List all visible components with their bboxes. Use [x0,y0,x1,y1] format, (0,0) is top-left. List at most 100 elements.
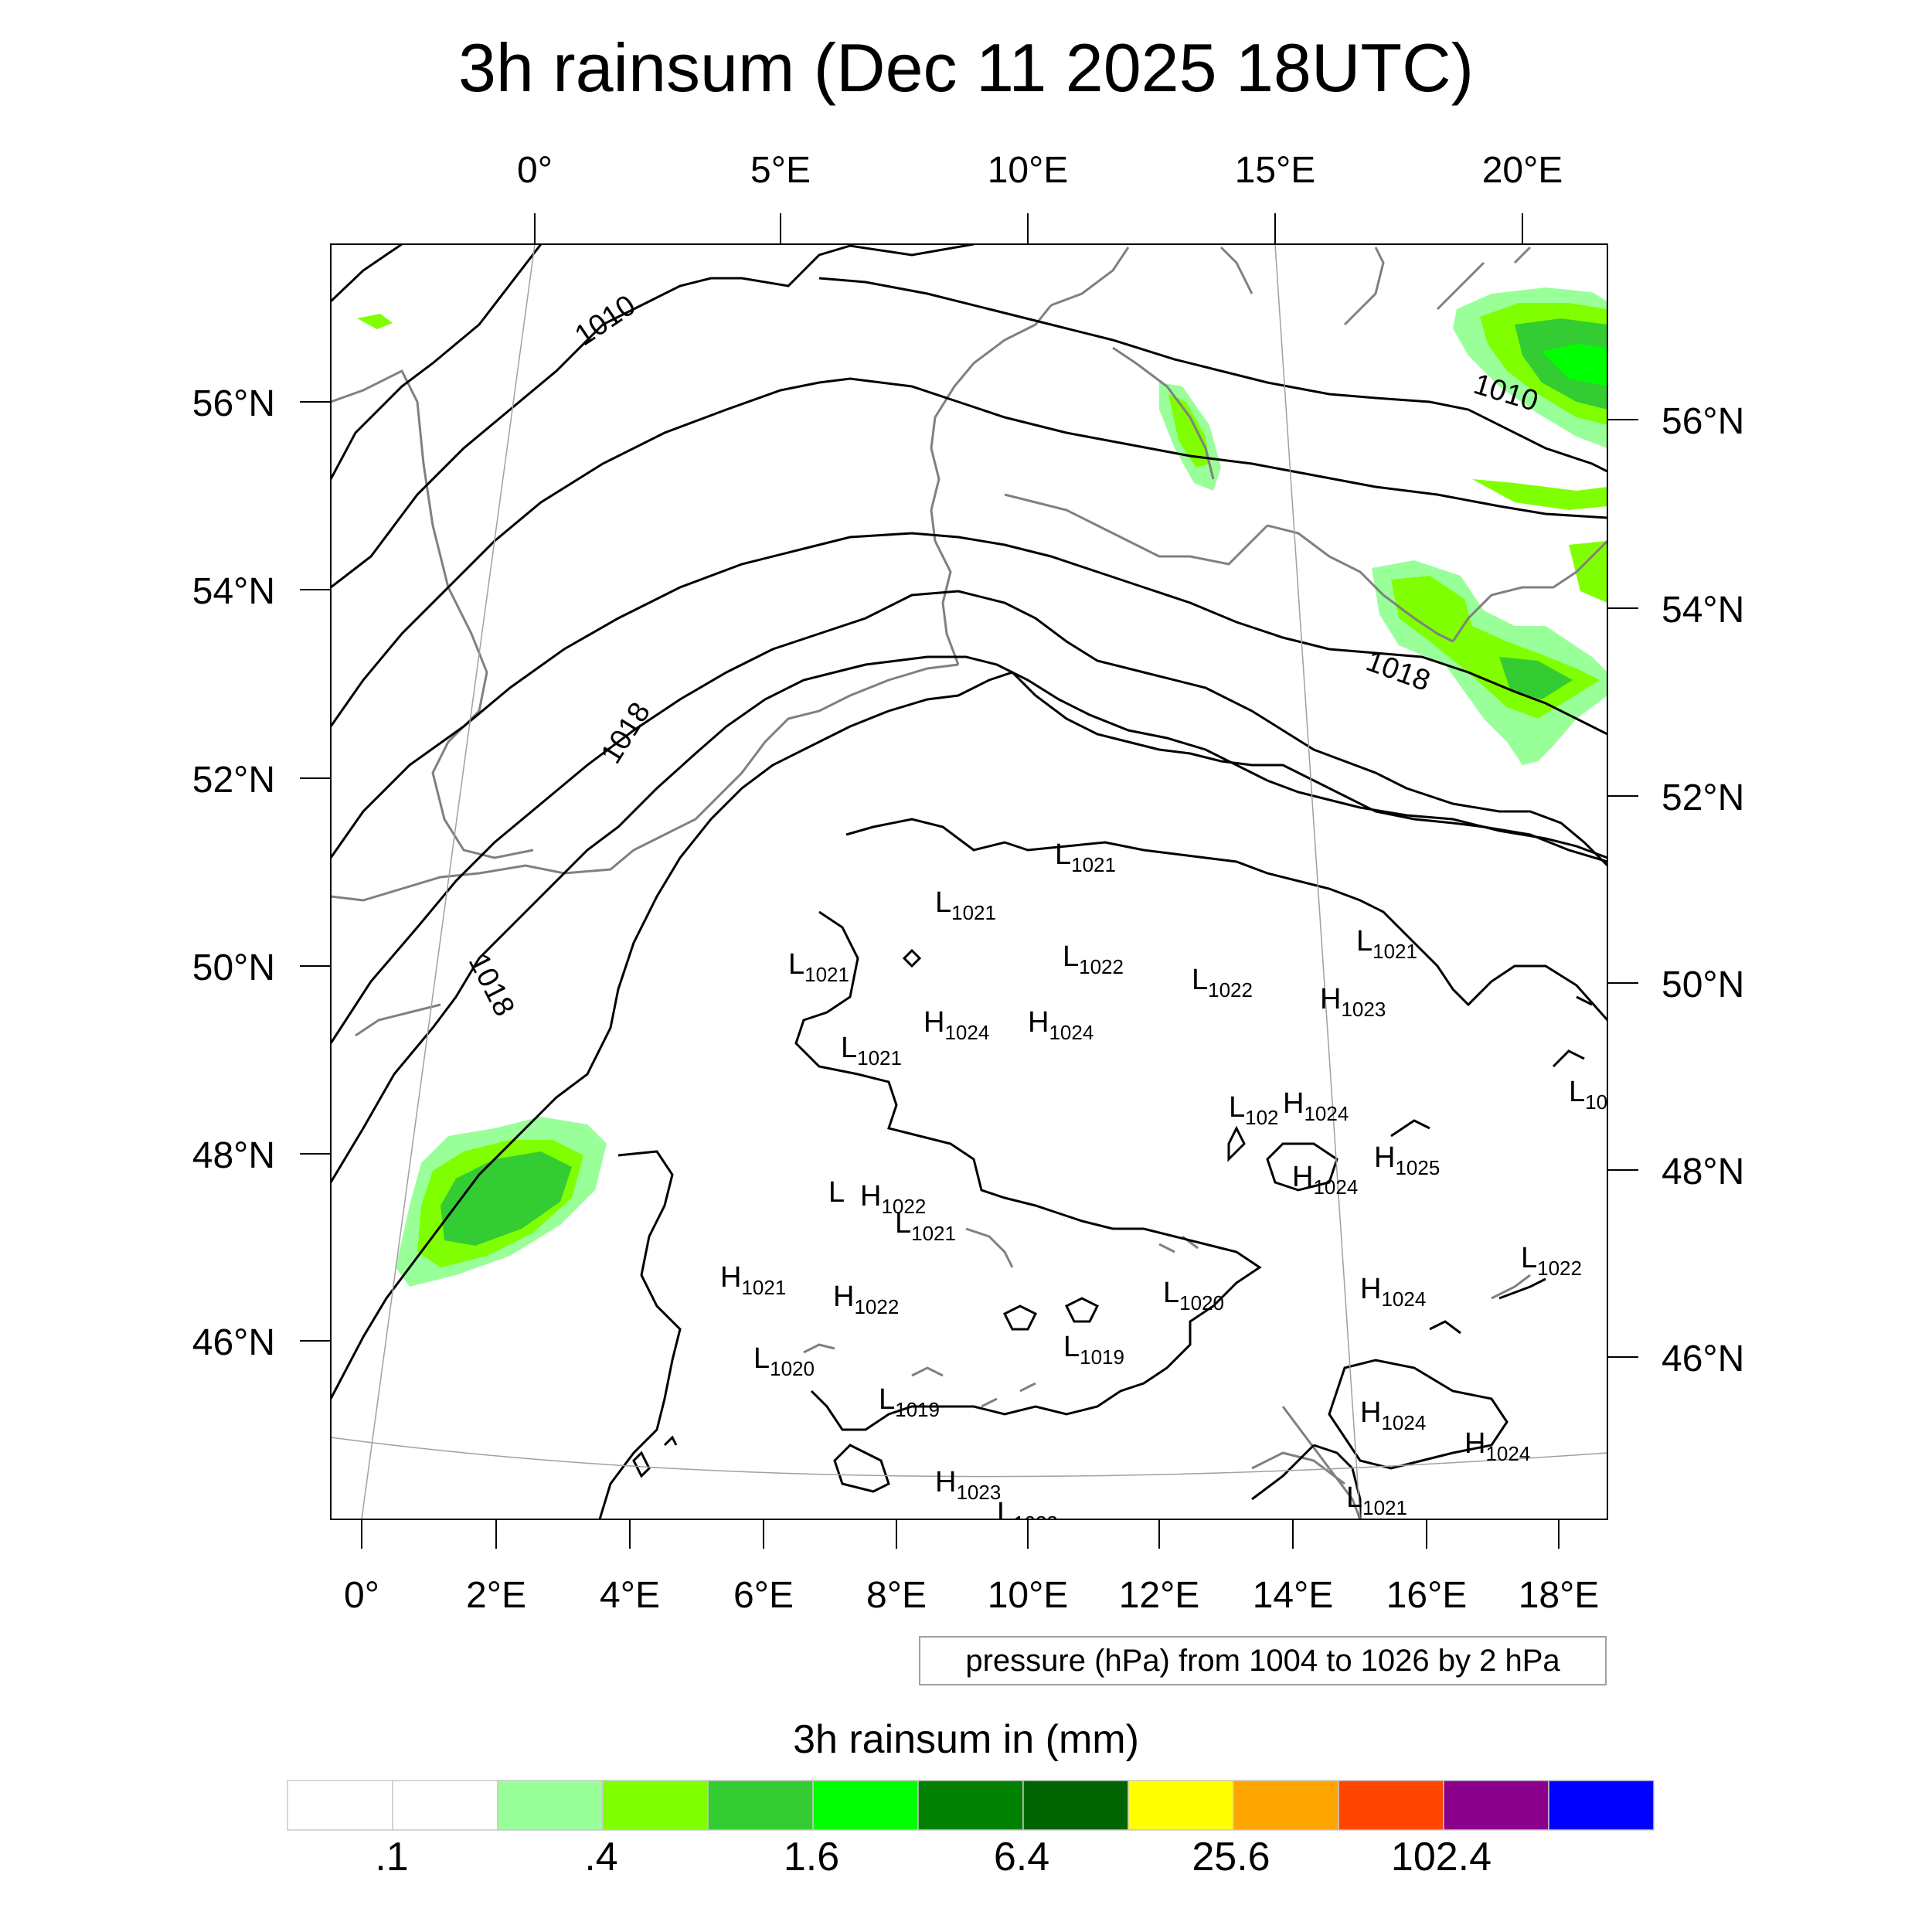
colorbar-swatch [1022,1780,1129,1831]
rain-area-france [396,1117,607,1287]
pressure-center-label: H1022 [833,1281,899,1318]
right-lat-label: 50°N [1662,964,1744,1005]
graticule [331,244,1607,1519]
colorbar-swatch [812,1780,919,1831]
pressure-center-label: H1023 [1320,983,1386,1021]
left-lat-labels: 56°N 54°N 52°N 50°N 48°N 46°N [192,383,275,1363]
pressure-center-label: H1021 [720,1261,786,1299]
left-lat-label: 54°N [192,571,275,612]
bottom-lon-label: 8°E [866,1575,927,1616]
right-lat-label: 46°N [1662,1338,1744,1379]
pressure-center-label: L1020 [1163,1277,1224,1315]
colorbar-swatch [497,1780,604,1831]
pressure-center-label: L1021 [1346,1481,1407,1519]
bottom-lon-label: 2°E [466,1575,526,1616]
colorbar-title: 3h rainsum in (mm) [793,1717,1139,1762]
top-lon-label: 5°E [750,150,811,191]
colorbar-swatch [1233,1780,1339,1831]
pressure-center-label: L1021 [1055,838,1116,876]
colorbar-swatch [602,1780,709,1831]
pressure-center-label: H1022 [860,1180,926,1218]
left-lat-label: 56°N [192,383,275,424]
left-tick-marks [300,401,331,1342]
contour-info-text: pressure (hPa) from 1004 to 1026 by 2 hP… [965,1644,1560,1678]
rain-area-scotland [357,314,393,329]
colorbar-swatch [1338,1780,1444,1831]
pressure-centers: L1021 L1021 L1021 L1022 L1022 L1021 H1024 H1024… [720,838,1607,1535]
bottom-lon-label: 12°E [1119,1575,1200,1616]
pressure-center-label: H1025 [1374,1141,1440,1179]
colorbar-swatch [917,1780,1024,1831]
colorbar-tick-labels: .1 .4 1.6 6.4 25.6 102.4 [375,1835,1492,1879]
pressure-center-label: L1023 [997,1497,1058,1535]
colorbar-swatch [287,1780,393,1831]
colorbar-tick-label: 102.4 [1391,1835,1492,1879]
pressure-center-label: H1024 [1283,1087,1349,1125]
colorbar-swatch [1548,1780,1655,1831]
bottom-lon-label: 14°E [1253,1575,1334,1616]
colorbar-tick-label: 1.6 [784,1835,839,1879]
pressure-center-label: L10 [1569,1076,1607,1114]
bottom-lon-label: 4°E [600,1575,660,1616]
pressure-center-label: H1024 [1464,1427,1530,1465]
right-lat-label: 52°N [1662,777,1744,818]
rain-area-poland [1372,541,1607,765]
left-lat-label: 46°N [192,1322,275,1363]
pressure-center-label: H1023 [935,1466,1001,1504]
right-lat-label: 48°N [1662,1151,1744,1192]
top-lon-label: 15°E [1235,150,1316,191]
pressure-center-label: L1021 [1356,925,1417,963]
coastlines [331,246,1607,1519]
colorbar-tick-label: .4 [584,1835,617,1879]
rain-area-baltic-sweden [1159,383,1221,491]
bottom-lon-label: 6°E [733,1575,794,1616]
map-area: 1010 1010 1018 1018 1018 L1021L1021L1021… [331,244,1607,1535]
pressure-center-label: L [828,1176,845,1209]
pressure-center-label: H1024 [1360,1396,1426,1434]
right-lat-label: 56°N [1662,401,1744,442]
top-lon-label: 0° [517,150,553,191]
pressure-center-label: L1021 [788,948,849,986]
colorbar [287,1780,1655,1831]
bottom-lon-label: 16°E [1386,1575,1468,1616]
pressure-center-label: H1024 [923,1006,989,1044]
colorbar-swatch [707,1780,814,1831]
pressure-center-label: L1021 [841,1032,902,1070]
pressure-center-label: H1024 [1292,1161,1358,1199]
top-tick-marks [534,213,1523,244]
pressure-center-label: L1021 [895,1207,956,1245]
colorbar-tick-label: .1 [375,1835,408,1879]
map-title: 3h rainsum (Dec 11 2025 18UTC) [458,29,1474,106]
bottom-lon-labels: 0° 2°E 4°E 6°E 8°E 10°E 12°E 14°E 16°E 1… [344,1575,1599,1616]
bottom-lon-label: 0° [344,1575,379,1616]
map-frame [330,243,1608,1520]
inland-features [803,1227,1531,1408]
right-tick-marks [1607,419,1638,1358]
pressure-center-label: L1022 [1063,940,1124,978]
colorbar-tick-label: 25.6 [1192,1835,1270,1879]
bottom-lon-label: 18°E [1519,1575,1600,1616]
pressure-center-label: L1021 [935,886,996,924]
left-lat-label: 48°N [192,1135,275,1176]
pressure-center-label: L1020 [753,1342,815,1380]
colorbar-swatch [392,1780,498,1831]
left-lat-label: 52°N [192,760,275,801]
left-lat-label: 50°N [192,947,275,988]
right-lat-label: 54°N [1662,590,1744,631]
top-lon-label: 20°E [1482,150,1563,191]
pressure-center-label: L1022 [1521,1242,1582,1280]
pressure-center-label: L102 [1229,1091,1279,1129]
top-lon-labels: 0° 5°E 10°E 15°E 20°E [517,150,1563,191]
bottom-tick-marks [361,1519,1560,1549]
contour-info-box: pressure (hPa) from 1004 to 1026 by 2 hP… [919,1636,1607,1685]
bottom-lon-label: 10°E [988,1575,1069,1616]
top-lon-label: 10°E [988,150,1069,191]
colorbar-swatch [1128,1780,1234,1831]
colorbar-swatch [1443,1780,1549,1831]
rain-area-baltic-east [1453,287,1607,510]
right-lat-labels: 56°N 54°N 52°N 50°N 48°N 46°N [1662,401,1744,1379]
pressure-center-label: H1024 [1360,1273,1426,1311]
pressure-center-label: L1022 [1192,964,1253,1002]
pressure-center-label: L1019 [879,1383,940,1421]
